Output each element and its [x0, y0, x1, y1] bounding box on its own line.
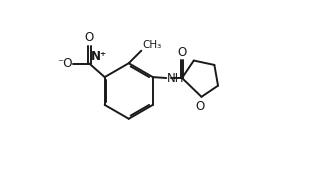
- Text: CH₃: CH₃: [142, 40, 161, 50]
- Text: O: O: [177, 46, 187, 59]
- Text: NH: NH: [167, 72, 184, 84]
- Text: O: O: [195, 100, 205, 113]
- Text: ⁻O: ⁻O: [57, 57, 72, 70]
- Text: N⁺: N⁺: [90, 50, 107, 63]
- Text: O: O: [85, 31, 94, 44]
